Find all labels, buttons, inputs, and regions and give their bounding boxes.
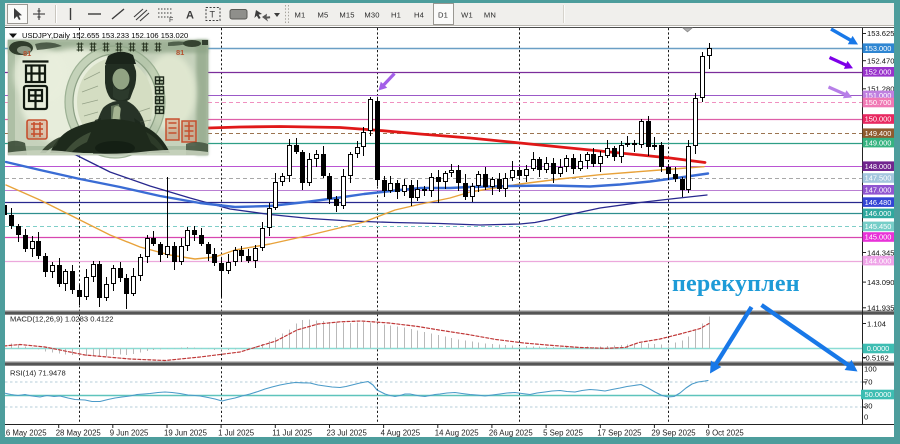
svg-text:4 Aug 2025: 4 Aug 2025 <box>381 429 421 438</box>
svg-text:H4: H4 <box>414 11 424 20</box>
svg-text:11 Jul 2025: 11 Jul 2025 <box>272 429 312 438</box>
svg-text:146.000: 146.000 <box>865 209 892 218</box>
svg-text:M5: M5 <box>318 11 329 20</box>
svg-text:5 Sep 2025: 5 Sep 2025 <box>543 429 584 438</box>
svg-text:MN: MN <box>484 11 496 20</box>
svg-text:147.000: 147.000 <box>865 186 892 195</box>
svg-text:141.935: 141.935 <box>867 304 894 313</box>
svg-text:0: 0 <box>864 413 868 422</box>
svg-text:28 May 2025: 28 May 2025 <box>56 429 102 438</box>
svg-text:W1: W1 <box>461 11 473 20</box>
svg-text:152.470: 152.470 <box>867 57 894 66</box>
svg-text:146.480: 146.480 <box>865 198 892 207</box>
svg-text:150.700: 150.700 <box>865 98 892 107</box>
svg-text:145.450: 145.450 <box>865 222 892 231</box>
svg-text:144.345: 144.345 <box>867 248 894 257</box>
svg-text:1.104: 1.104 <box>867 319 886 328</box>
svg-text:151.280: 151.280 <box>867 85 894 94</box>
svg-text:29 Sep 2025: 29 Sep 2025 <box>651 429 696 438</box>
svg-text:151.000: 151.000 <box>865 91 892 100</box>
svg-text:153.625: 153.625 <box>867 29 894 38</box>
svg-text:9 Jun 2025: 9 Jun 2025 <box>110 429 149 438</box>
svg-text:26 Aug 2025: 26 Aug 2025 <box>489 429 533 438</box>
svg-text:RSI(14) 71.9478: RSI(14) 71.9478 <box>10 369 66 378</box>
svg-text:A: A <box>186 10 194 22</box>
svg-text:152.000: 152.000 <box>865 68 892 77</box>
svg-text:30: 30 <box>864 402 872 411</box>
svg-text:M1: M1 <box>295 11 306 20</box>
svg-text:9 Oct 2025: 9 Oct 2025 <box>706 429 745 438</box>
svg-text:149.000: 149.000 <box>865 138 892 147</box>
svg-text:M30: M30 <box>364 11 379 20</box>
svg-text:81: 81 <box>176 48 184 57</box>
svg-text:D1: D1 <box>438 11 448 20</box>
svg-text:143.090: 143.090 <box>867 278 894 287</box>
svg-text:23 Jul 2025: 23 Jul 2025 <box>327 429 368 438</box>
svg-text:17 Sep 2025: 17 Sep 2025 <box>597 429 642 438</box>
svg-text:0.0000: 0.0000 <box>867 344 890 353</box>
svg-text:14 Aug 2025: 14 Aug 2025 <box>435 429 479 438</box>
svg-text:148.000: 148.000 <box>865 162 892 171</box>
svg-text:F: F <box>169 17 173 24</box>
svg-text:M15: M15 <box>339 11 354 20</box>
svg-text:145.000: 145.000 <box>865 233 892 242</box>
svg-text:H1: H1 <box>391 11 401 20</box>
svg-text:перекуплен: перекуплен <box>672 271 800 297</box>
svg-text:50.0000: 50.0000 <box>865 390 892 399</box>
svg-text:1 Jul 2025: 1 Jul 2025 <box>218 429 255 438</box>
svg-text:149.400: 149.400 <box>865 129 892 138</box>
svg-text:70: 70 <box>864 377 872 386</box>
svg-text:T: T <box>210 10 216 20</box>
svg-text:150.000: 150.000 <box>865 115 892 124</box>
svg-text:MACD(12,26,9) 1.0283 0.4122: MACD(12,26,9) 1.0283 0.4122 <box>10 315 113 324</box>
svg-text:147.500: 147.500 <box>865 174 892 183</box>
svg-text:-0.5162: -0.5162 <box>863 353 889 362</box>
svg-text:153.000: 153.000 <box>865 44 892 53</box>
svg-text:81: 81 <box>23 49 31 58</box>
svg-text:16 May 2025: 16 May 2025 <box>2 429 48 438</box>
svg-text:144.000: 144.000 <box>865 256 892 265</box>
svg-text:19 Jun 2025: 19 Jun 2025 <box>164 429 208 438</box>
svg-text:100: 100 <box>864 365 877 374</box>
svg-text:USDJPY,Daily 152.655 153.233: USDJPY,Daily 152.655 153.233 152.106 153… <box>22 31 188 40</box>
